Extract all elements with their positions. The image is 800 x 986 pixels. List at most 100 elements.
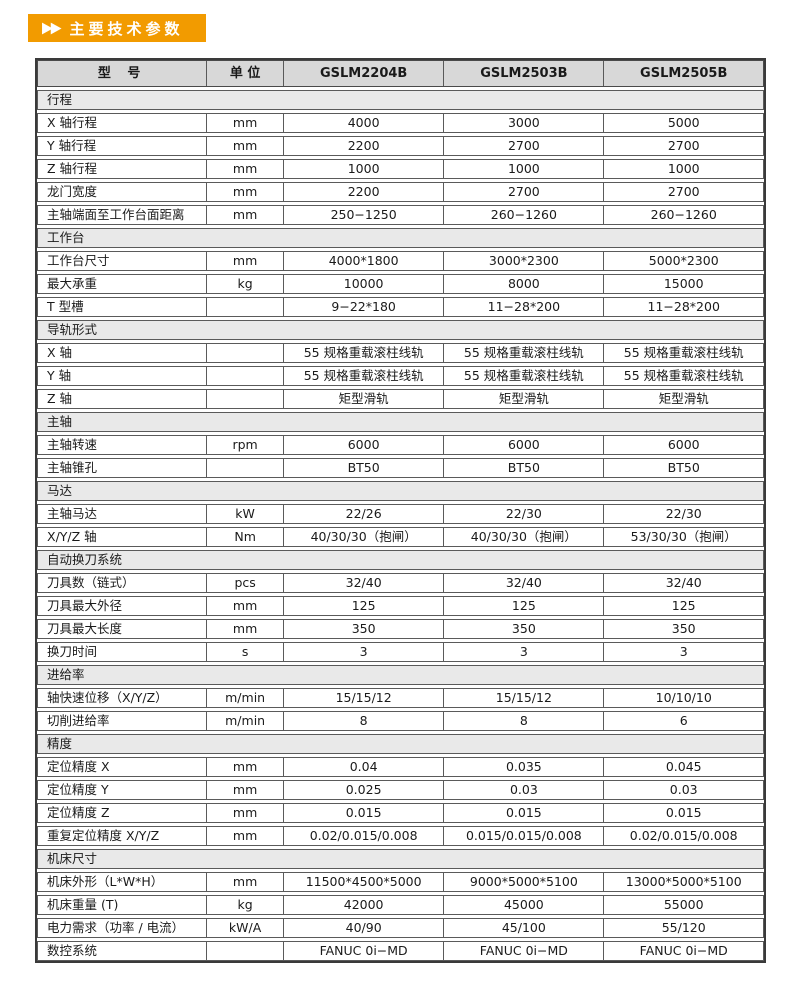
section-row: 精度 (37, 734, 764, 754)
value-cell: 45/100 (443, 919, 603, 937)
table-row: 主轴端面至工作台面距离 mm 250−1250 260−1260 260−1260 (37, 205, 764, 225)
value-cell: 55 规格重载滚柱线轨 (603, 344, 763, 362)
value-cell: 1000 (283, 160, 443, 178)
section-row: 机床尺寸 (37, 849, 764, 869)
table-row: 换刀时间 s 3 3 3 (37, 642, 764, 662)
column-header: 单 位 (206, 61, 283, 86)
value-cell: 350 (283, 620, 443, 638)
row-label: X 轴行程 (47, 114, 98, 130)
double-arrow-icon: ▶▶ (42, 19, 61, 37)
value-cell: 3000*2300 (443, 252, 603, 270)
table-header-row: 型 号 单 位 GSLM2204B GSLM2503B GSLM2505B (37, 60, 764, 87)
unit-cell: kW/A (206, 919, 283, 937)
value-cell: 0.02/0.015/0.008 (283, 827, 443, 845)
value-cell: 0.045 (603, 758, 763, 776)
section-title: 精度 (47, 735, 73, 751)
row-label: 定位精度 Z (47, 804, 110, 820)
row-label: 定位精度 Y (47, 781, 109, 797)
section-row: 自动换刀系统 (37, 550, 764, 570)
section-title: 工作台 (47, 229, 85, 245)
value-cell: 8000 (443, 275, 603, 293)
section-banner: ▶▶ 主要技术参数 (28, 14, 206, 42)
value-cell: 矩型滑轨 (283, 390, 443, 408)
section-title: 行程 (47, 91, 73, 107)
value-cell: FANUC 0i−MD (443, 942, 603, 960)
value-cell: 0.035 (443, 758, 603, 776)
value-cell: BT50 (443, 459, 603, 477)
row-label: 最大承重 (47, 275, 98, 291)
unit-cell: mm (206, 137, 283, 155)
value-cell: 40/90 (283, 919, 443, 937)
value-cell: 125 (283, 597, 443, 615)
unit-cell: mm (206, 114, 283, 132)
row-label: Z 轴行程 (47, 160, 98, 176)
row-label: 数控系统 (47, 942, 98, 958)
value-cell: 55 规格重载滚柱线轨 (603, 367, 763, 385)
value-cell: 55 规格重载滚柱线轨 (443, 367, 603, 385)
section-row: 进给率 (37, 665, 764, 685)
value-cell: 32/40 (283, 574, 443, 592)
row-label: 主轴锥孔 (47, 459, 98, 475)
value-cell: 2200 (283, 137, 443, 155)
value-cell: 1000 (443, 160, 603, 178)
table-row: X 轴行程 mm 4000 3000 5000 (37, 113, 764, 133)
value-cell: 11−28*200 (603, 298, 763, 316)
unit-cell (206, 367, 283, 385)
unit-cell: mm (206, 206, 283, 224)
unit-cell: mm (206, 620, 283, 638)
table-row: 刀具数（链式） pcs 32/40 32/40 32/40 (37, 573, 764, 593)
value-cell: 0.015 (603, 804, 763, 822)
value-cell: 3 (443, 643, 603, 661)
row-label: X/Y/Z 轴 (47, 528, 97, 544)
row-label: 切削进给率 (47, 712, 110, 728)
column-header: GSLM2503B (443, 61, 603, 86)
value-cell: 5000 (603, 114, 763, 132)
unit-cell: mm (206, 781, 283, 799)
row-label: 主轴端面至工作台面距离 (47, 206, 185, 222)
value-cell: BT50 (283, 459, 443, 477)
section-row: 主轴 (37, 412, 764, 432)
column-header: GSLM2505B (603, 61, 763, 86)
value-cell: 53/30/30（抱闸） (603, 528, 763, 546)
spec-table: 型 号 单 位 GSLM2204B GSLM2503B GSLM2505B 行程 X 轴行程… (35, 58, 766, 963)
value-cell: 40/30/30（抱闸） (443, 528, 603, 546)
value-cell: 5000*2300 (603, 252, 763, 270)
table-row: 机床重量 (T) kg 42000 45000 55000 (37, 895, 764, 915)
unit-cell: kW (206, 505, 283, 523)
value-cell: 350 (443, 620, 603, 638)
value-cell: 250−1250 (283, 206, 443, 224)
row-label: 刀具数（链式） (47, 574, 135, 590)
unit-cell (206, 459, 283, 477)
table-row: 龙门宽度 mm 2200 2700 2700 (37, 182, 764, 202)
unit-cell: mm (206, 252, 283, 270)
value-cell: 15/15/12 (283, 689, 443, 707)
value-cell: 9000*5000*5100 (443, 873, 603, 891)
value-cell: 4000 (283, 114, 443, 132)
value-cell: 260−1260 (443, 206, 603, 224)
value-cell: 22/30 (603, 505, 763, 523)
value-cell: 3000 (443, 114, 603, 132)
value-cell: 3 (603, 643, 763, 661)
unit-cell (206, 390, 283, 408)
column-header: 型 号 (97, 66, 147, 81)
value-cell: 8 (283, 712, 443, 730)
table-row: 定位精度 X mm 0.04 0.035 0.045 (37, 757, 764, 777)
value-cell: 0.015/0.015/0.008 (443, 827, 603, 845)
table-row: 主轴马达 kW 22/26 22/30 22/30 (37, 504, 764, 524)
table-row: 刀具最大外径 mm 125 125 125 (37, 596, 764, 616)
value-cell: 15/15/12 (443, 689, 603, 707)
value-cell: 6000 (283, 436, 443, 454)
section-row: 马达 (37, 481, 764, 501)
row-label: 刀具最大长度 (47, 620, 123, 636)
value-cell: 0.03 (603, 781, 763, 799)
table-row: Z 轴行程 mm 1000 1000 1000 (37, 159, 764, 179)
value-cell: 0.03 (443, 781, 603, 799)
table-row: 机床外形（L*W*H） mm 11500*4500*5000 9000*5000*51… (37, 872, 764, 892)
unit-cell: mm (206, 827, 283, 845)
value-cell: 22/26 (283, 505, 443, 523)
table-row: 数控系统 FANUC 0i−MD FANUC 0i−MD FANUC 0i−MD (37, 941, 764, 961)
unit-cell: mm (206, 597, 283, 615)
row-label: 轴快速位移（X/Y/Z） (47, 689, 168, 705)
value-cell: 8 (443, 712, 603, 730)
section-title: 自动换刀系统 (47, 551, 123, 567)
